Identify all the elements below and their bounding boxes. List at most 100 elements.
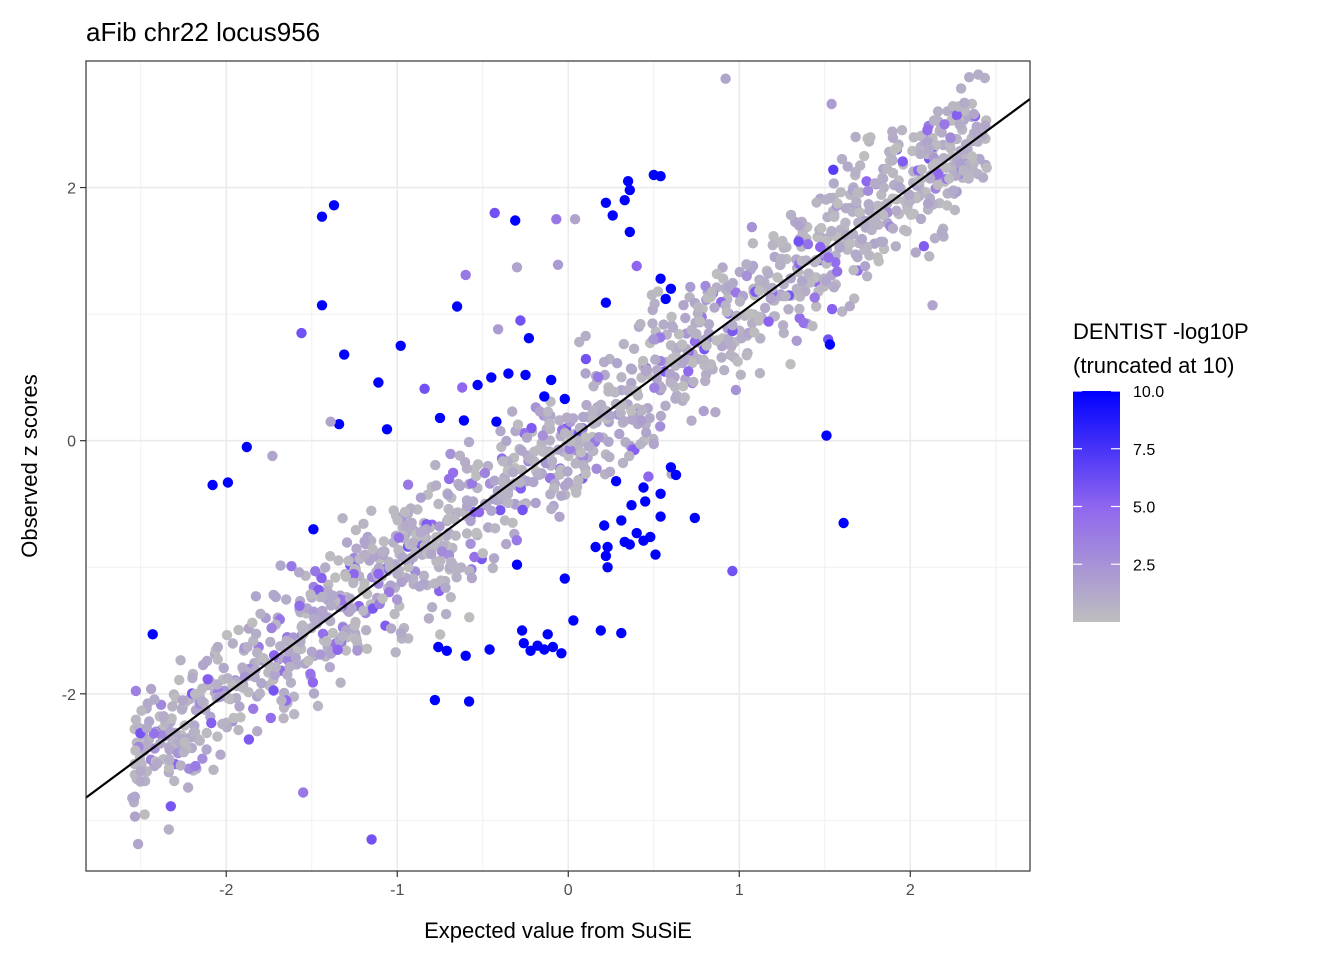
scatter-point <box>568 615 579 626</box>
scatter-point <box>293 567 305 578</box>
scatter-point <box>451 572 462 583</box>
scatter-point <box>635 318 646 330</box>
scatter-point <box>658 319 669 330</box>
scatter-point <box>233 724 244 736</box>
scatter-point <box>688 376 699 388</box>
scatter-point <box>721 306 733 318</box>
scatter-point <box>954 119 965 130</box>
scatter-point <box>894 182 905 193</box>
scatter-point <box>850 131 861 143</box>
scatter-point <box>583 441 595 452</box>
scatter-point <box>163 762 175 773</box>
scatter-point <box>616 627 627 639</box>
scatter-point <box>286 561 297 572</box>
scatter-point <box>469 551 480 563</box>
scatter-point <box>694 316 706 327</box>
scatter-point <box>388 505 399 516</box>
scatter-point <box>556 648 567 659</box>
scatter-point <box>497 456 509 467</box>
scatter-point <box>325 551 336 562</box>
scatter-point <box>330 572 341 583</box>
scatter-point <box>562 466 573 477</box>
scatter-point <box>359 536 370 547</box>
scatter-point <box>268 650 280 661</box>
scatter-point <box>435 555 446 566</box>
scatter-point <box>306 646 317 657</box>
scatter-point <box>807 320 818 332</box>
scatter-point <box>648 334 659 345</box>
scatter-point <box>307 677 319 688</box>
scatter-point <box>887 154 898 166</box>
scatter-point <box>174 674 185 686</box>
scatter-point <box>414 581 425 592</box>
scatter-point <box>486 505 497 516</box>
scatter-point <box>197 659 209 671</box>
scatter-point <box>829 211 840 222</box>
scatter-point <box>875 236 886 247</box>
grid-layer <box>86 61 1030 871</box>
scatter-point <box>270 662 282 673</box>
scatter-point <box>486 372 497 383</box>
scatter-point <box>861 271 873 282</box>
scatter-point <box>348 577 359 589</box>
scatter-point <box>677 339 688 350</box>
scatter-point <box>924 144 935 155</box>
chart-title: aFib chr22 locus956 <box>86 17 320 47</box>
scatter-point <box>430 480 442 491</box>
scatter-point <box>510 215 521 226</box>
scatter-point <box>196 696 208 707</box>
scatter-point <box>206 717 217 729</box>
scatter-point <box>178 747 189 758</box>
scatter-point <box>735 369 746 380</box>
scatter-point <box>442 489 454 500</box>
scatter-point <box>624 184 635 196</box>
scatter-point <box>872 252 883 263</box>
scatter-point <box>188 727 199 738</box>
scatter-point <box>680 312 691 324</box>
scatter-point <box>754 315 765 326</box>
scatter-point <box>395 627 407 638</box>
scatter-point <box>147 629 158 640</box>
scatter-point <box>169 775 180 787</box>
scatter-point <box>278 713 289 724</box>
scatter-point <box>284 661 295 673</box>
scatter-point <box>604 466 616 477</box>
scatter-point <box>321 635 332 647</box>
scatter-point <box>899 224 910 236</box>
scatter-point <box>754 285 765 296</box>
scatter-point <box>546 503 557 515</box>
scatter-point <box>891 142 902 154</box>
scatter-point <box>679 392 690 403</box>
scatter-point <box>343 555 354 567</box>
scatter-point <box>887 126 898 137</box>
scatter-point <box>163 754 175 765</box>
reference-line <box>85 98 1031 799</box>
scatter-point <box>167 701 178 712</box>
scatter-point <box>233 624 244 636</box>
scatter-point <box>308 524 319 535</box>
scatter-point <box>800 286 811 297</box>
scatter-point <box>667 322 679 333</box>
scatter-point <box>640 365 651 376</box>
scatter-point <box>710 407 721 418</box>
scatter-point <box>358 518 369 529</box>
scatter-point <box>638 482 649 493</box>
scatter-point <box>929 233 941 244</box>
scatter-point <box>644 412 655 424</box>
scatter-point <box>783 304 794 315</box>
scatter-point <box>624 539 635 550</box>
scatter-point <box>951 110 962 121</box>
scatter-point <box>275 560 286 571</box>
scatter-point <box>349 620 360 631</box>
scatter-point <box>396 576 407 588</box>
scatter-point <box>221 629 233 641</box>
scatter-point <box>600 297 612 308</box>
scatter-point <box>451 564 462 575</box>
scatter-point <box>430 459 441 471</box>
scatter-point <box>559 393 570 405</box>
scatter-point <box>631 260 642 272</box>
scatter-point <box>552 259 564 270</box>
y-tick-label: 0 <box>67 434 76 451</box>
scatter-point <box>741 259 752 270</box>
scatter-point <box>441 645 452 656</box>
